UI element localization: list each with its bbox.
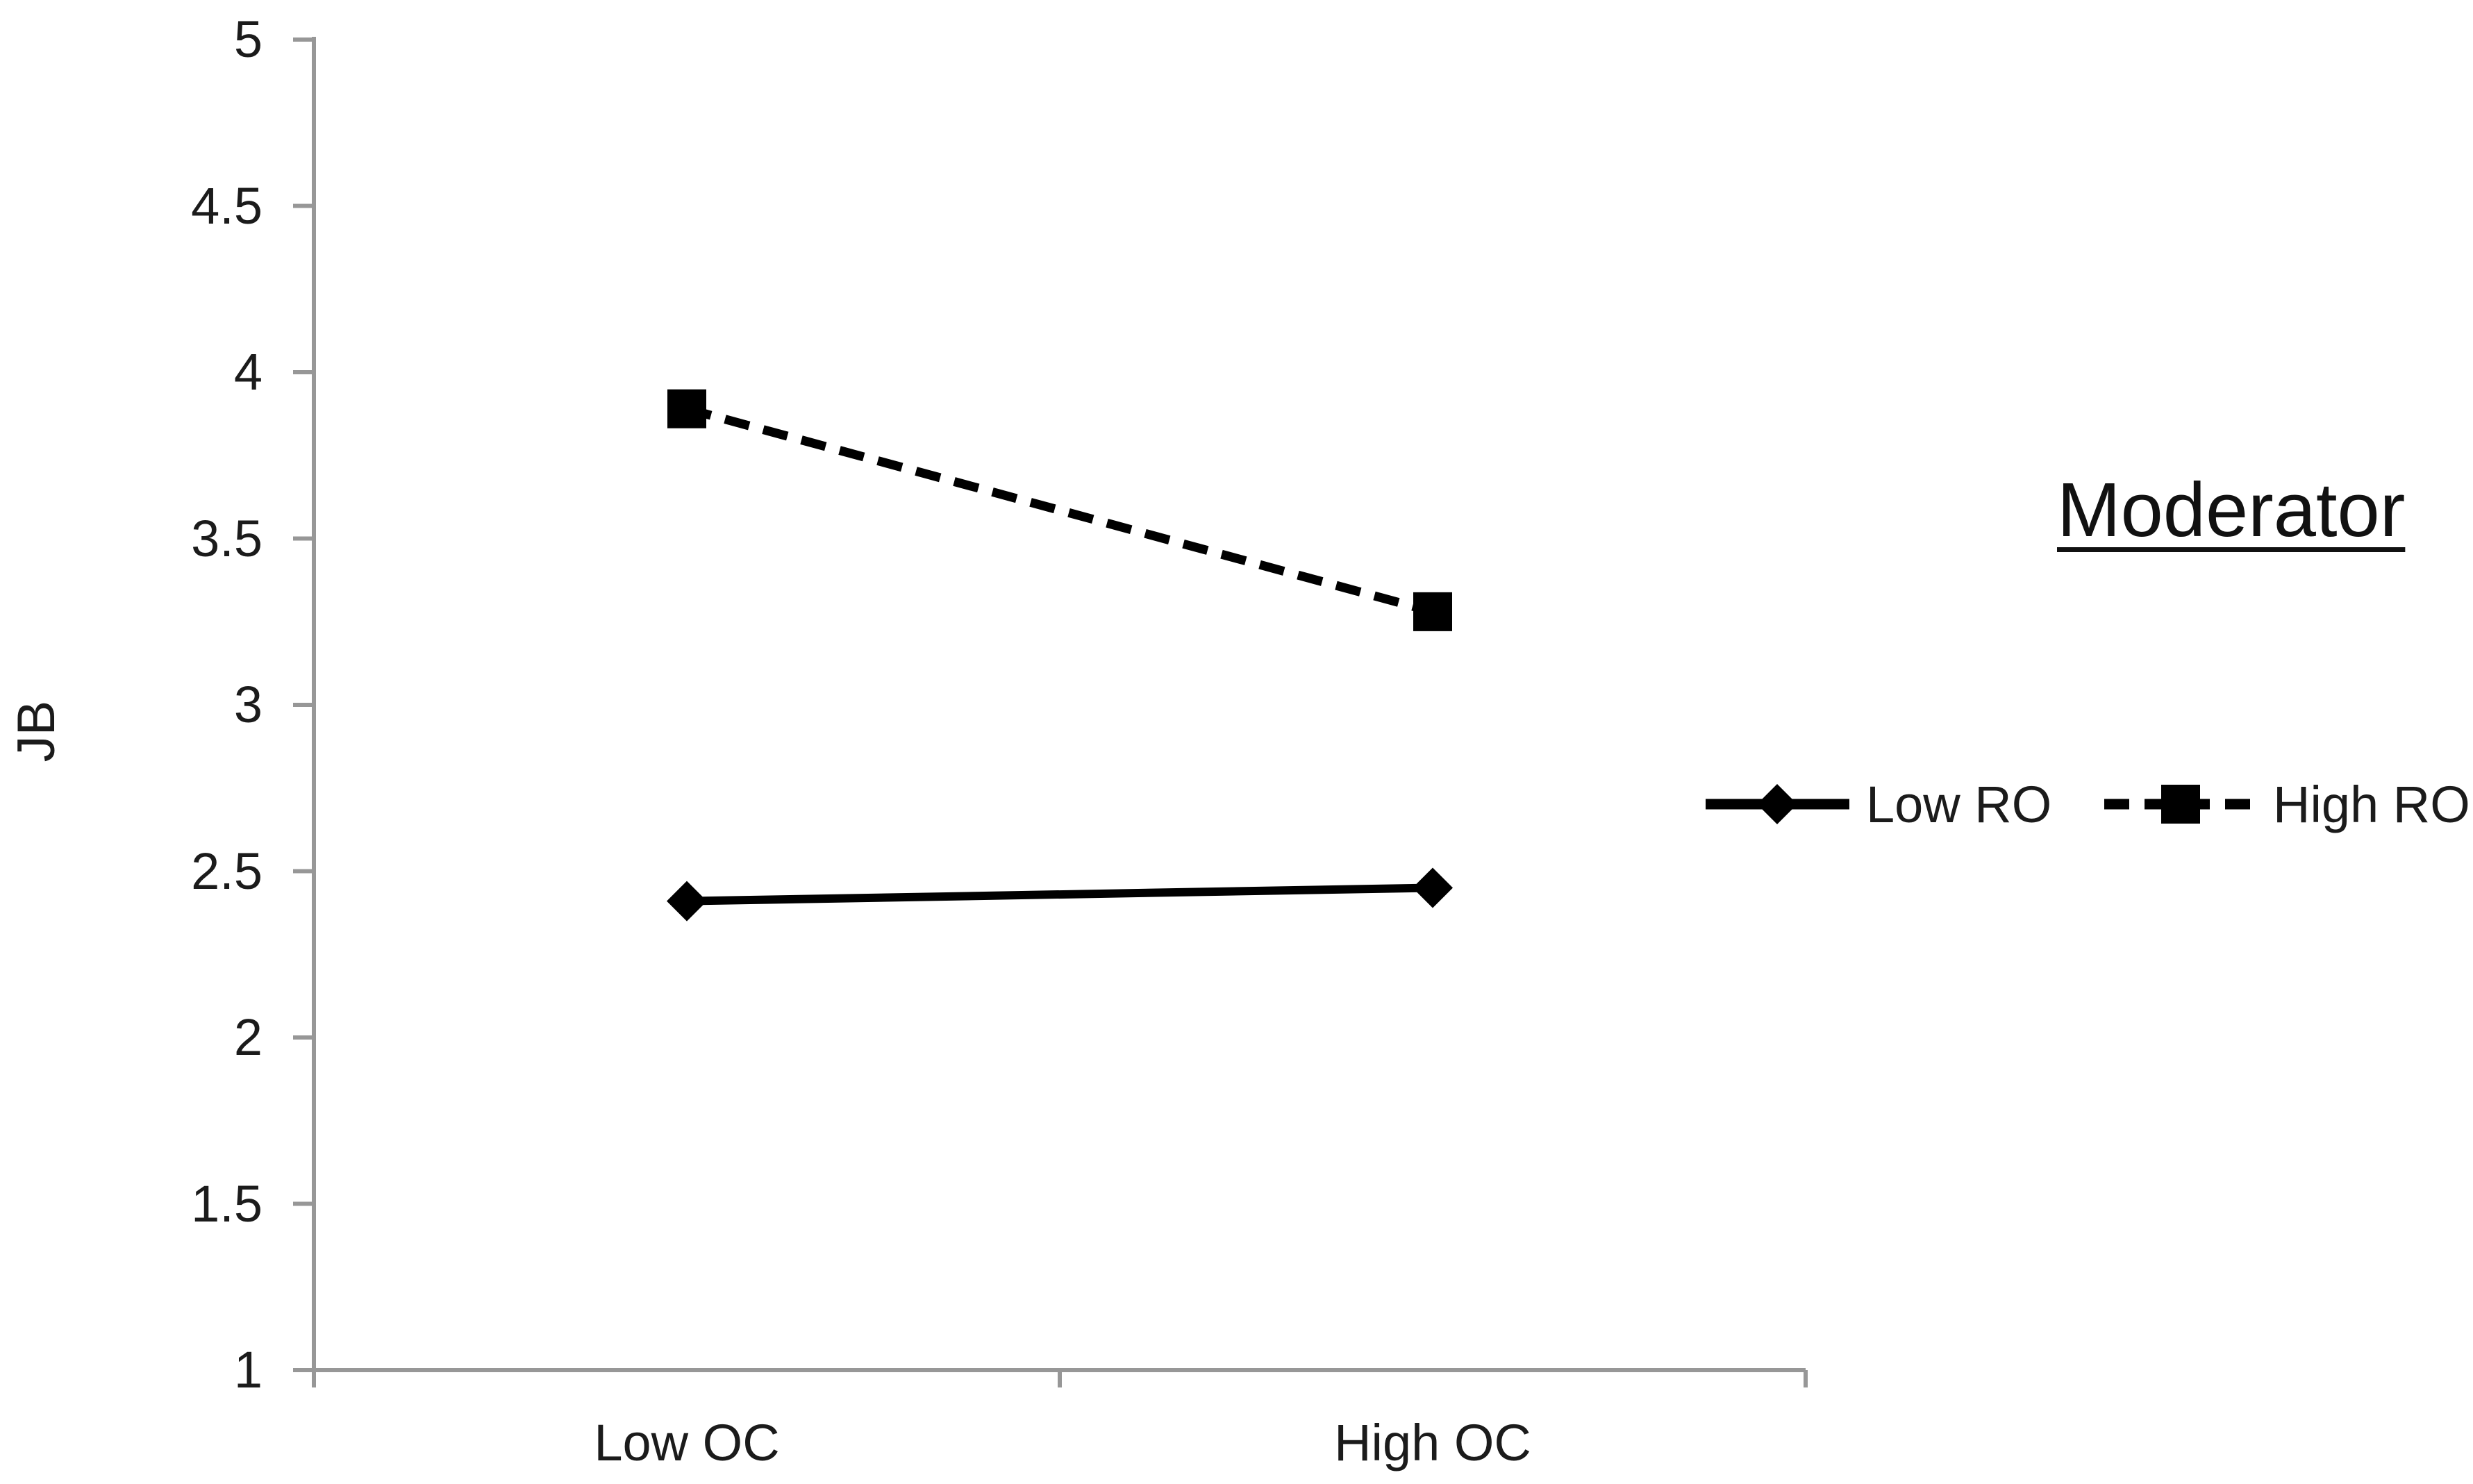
legend-item-high-ro: High RO xyxy=(2103,768,2470,840)
y-tick-label: 4.5 xyxy=(191,176,263,235)
square-marker xyxy=(667,389,706,428)
series-line-low-ro xyxy=(686,883,1433,906)
diamond-marker xyxy=(667,881,707,922)
y-axis-title: JB xyxy=(6,700,66,762)
axes xyxy=(293,37,1808,1387)
y-tick-label: 1 xyxy=(233,1341,263,1399)
x-category-label: Low OC xyxy=(594,1414,780,1472)
y-tick-label: 2.5 xyxy=(191,842,263,900)
data-series xyxy=(667,389,1453,922)
y-tick-label: 3 xyxy=(233,676,263,733)
x-category-label: High OC xyxy=(1334,1414,1531,1472)
legend-label-high-ro: High RO xyxy=(2273,775,2470,833)
diamond-marker xyxy=(1413,867,1453,908)
low-ro-key-icon xyxy=(1706,784,1849,824)
y-tick-label: 2 xyxy=(233,1008,263,1066)
legend-title: Moderator xyxy=(2057,467,2406,553)
y-tick-label: 3.5 xyxy=(191,509,263,567)
legend-item-low-ro: Low RO xyxy=(1703,768,2051,840)
high-ro-key-icon xyxy=(2104,785,2258,824)
y-tick-label: 5 xyxy=(233,10,263,68)
legend-label-low-ro: Low RO xyxy=(1866,775,2052,833)
square-marker xyxy=(1413,592,1452,631)
y-tick-label: 1.5 xyxy=(191,1174,263,1233)
series-line-high-ro xyxy=(685,404,1434,617)
y-tick-label: 4 xyxy=(233,343,263,401)
